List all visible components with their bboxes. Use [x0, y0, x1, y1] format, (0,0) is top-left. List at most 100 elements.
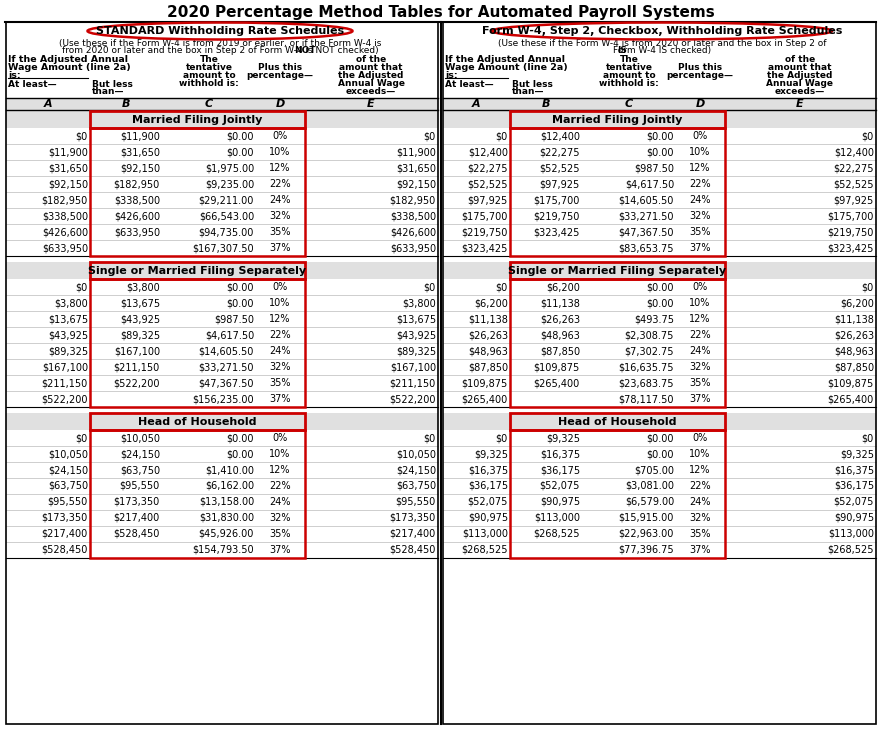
Text: $9,325: $9,325 — [840, 449, 874, 459]
Text: $0: $0 — [862, 282, 874, 292]
Text: $0.00: $0.00 — [647, 147, 674, 157]
Text: $31,830.00: $31,830.00 — [199, 513, 254, 523]
Text: $23,683.75: $23,683.75 — [618, 378, 674, 388]
Text: $52,525: $52,525 — [539, 163, 580, 173]
Text: $182,950: $182,950 — [114, 179, 160, 189]
Text: $13,675: $13,675 — [120, 298, 160, 308]
Bar — [6, 22, 438, 724]
Text: $9,325: $9,325 — [474, 449, 508, 459]
Text: $0: $0 — [862, 131, 874, 141]
Text: of the: of the — [356, 55, 386, 64]
Text: $0: $0 — [862, 433, 874, 443]
Text: Single or Married Filing Separately: Single or Married Filing Separately — [88, 266, 306, 276]
Text: $211,150: $211,150 — [41, 378, 88, 388]
Text: $219,750: $219,750 — [827, 227, 874, 237]
Text: $211,150: $211,150 — [114, 362, 160, 372]
Text: 12%: 12% — [270, 314, 291, 324]
Text: $43,925: $43,925 — [48, 330, 88, 340]
Text: $265,400: $265,400 — [534, 378, 580, 388]
Text: $16,375: $16,375 — [834, 465, 874, 475]
Text: $22,275: $22,275 — [539, 147, 580, 157]
Text: $173,350: $173,350 — [389, 513, 436, 523]
Text: $89,325: $89,325 — [48, 346, 88, 356]
Text: $87,850: $87,850 — [834, 362, 874, 372]
Bar — [6, 413, 438, 430]
Text: $338,500: $338,500 — [390, 211, 436, 221]
Text: $90,975: $90,975 — [834, 513, 874, 523]
Text: At least—: At least— — [445, 80, 493, 89]
Bar — [510, 279, 725, 407]
Text: $217,400: $217,400 — [114, 513, 160, 523]
Text: $9,235.00: $9,235.00 — [204, 179, 254, 189]
Text: $528,450: $528,450 — [41, 545, 88, 555]
Text: $26,263: $26,263 — [540, 314, 580, 324]
Text: 35%: 35% — [689, 378, 711, 388]
Text: $2,308.75: $2,308.75 — [625, 330, 674, 340]
Text: $43,925: $43,925 — [396, 330, 436, 340]
Text: $33,271.50: $33,271.50 — [618, 211, 674, 221]
Text: $705.00: $705.00 — [634, 465, 674, 475]
Text: Form W-4 IS checked): Form W-4 IS checked) — [613, 46, 711, 55]
Text: $522,200: $522,200 — [41, 394, 88, 404]
Text: $11,138: $11,138 — [540, 298, 580, 308]
Text: The: The — [200, 55, 218, 64]
Text: $528,450: $528,450 — [389, 545, 436, 555]
Text: $22,275: $22,275 — [468, 163, 508, 173]
Bar — [90, 430, 305, 558]
Text: $78,117.50: $78,117.50 — [618, 394, 674, 404]
Text: $47,367.50: $47,367.50 — [618, 227, 674, 237]
Text: 35%: 35% — [270, 227, 291, 237]
Text: $12,400: $12,400 — [468, 147, 508, 157]
Text: Married Filing Jointly: Married Filing Jointly — [132, 115, 263, 125]
Text: $16,635.75: $16,635.75 — [618, 362, 674, 372]
Bar — [443, 22, 876, 724]
Text: $0.00: $0.00 — [226, 282, 254, 292]
Text: $36,175: $36,175 — [468, 481, 508, 491]
Text: than—: than— — [92, 87, 124, 96]
Text: $6,162.00: $6,162.00 — [205, 481, 254, 491]
Text: amount that: amount that — [339, 63, 403, 72]
Text: Wage Amount (line 2a): Wage Amount (line 2a) — [8, 63, 130, 72]
Bar — [6, 111, 438, 128]
Text: $63,750: $63,750 — [396, 481, 436, 491]
Text: $265,400: $265,400 — [828, 394, 874, 404]
Text: exceeds—: exceeds— — [775, 87, 825, 96]
Text: $52,075: $52,075 — [540, 481, 580, 491]
Text: Plus this: Plus this — [258, 63, 302, 72]
Text: $95,550: $95,550 — [396, 497, 436, 507]
Text: $182,950: $182,950 — [41, 195, 88, 205]
Text: 12%: 12% — [689, 314, 711, 324]
Text: tentative: tentative — [186, 63, 233, 72]
Text: 12%: 12% — [270, 465, 291, 475]
Text: the Adjusted: the Adjusted — [338, 71, 403, 80]
Text: 12%: 12% — [689, 163, 711, 173]
Text: $633,950: $633,950 — [114, 227, 160, 237]
Text: $217,400: $217,400 — [41, 529, 88, 539]
Text: 12%: 12% — [270, 163, 291, 173]
Text: $219,750: $219,750 — [462, 227, 508, 237]
Text: $4,617.50: $4,617.50 — [625, 179, 674, 189]
Text: Annual Wage: Annual Wage — [337, 79, 404, 88]
Text: $175,700: $175,700 — [534, 195, 580, 205]
Text: $31,650: $31,650 — [396, 163, 436, 173]
Text: $268,525: $268,525 — [534, 529, 580, 539]
Text: $43,925: $43,925 — [120, 314, 160, 324]
Text: $167,100: $167,100 — [42, 362, 88, 372]
Text: STANDARD Withholding Rate Schedules: STANDARD Withholding Rate Schedules — [96, 26, 344, 36]
Text: $0.00: $0.00 — [647, 282, 674, 292]
Text: 35%: 35% — [270, 378, 291, 388]
Text: $0: $0 — [496, 282, 508, 292]
Text: tentative: tentative — [605, 63, 653, 72]
Text: $13,158.00: $13,158.00 — [199, 497, 254, 507]
Text: $95,550: $95,550 — [48, 497, 88, 507]
Text: $3,800: $3,800 — [403, 298, 436, 308]
Text: $36,175: $36,175 — [540, 465, 580, 475]
Text: $31,650: $31,650 — [120, 147, 160, 157]
Text: $113,000: $113,000 — [534, 513, 580, 523]
Text: $522,200: $522,200 — [389, 394, 436, 404]
Text: $12,400: $12,400 — [834, 147, 874, 157]
Text: $182,950: $182,950 — [389, 195, 436, 205]
Text: B: B — [122, 99, 130, 109]
Text: D: D — [276, 99, 285, 109]
Text: $52,525: $52,525 — [833, 179, 874, 189]
